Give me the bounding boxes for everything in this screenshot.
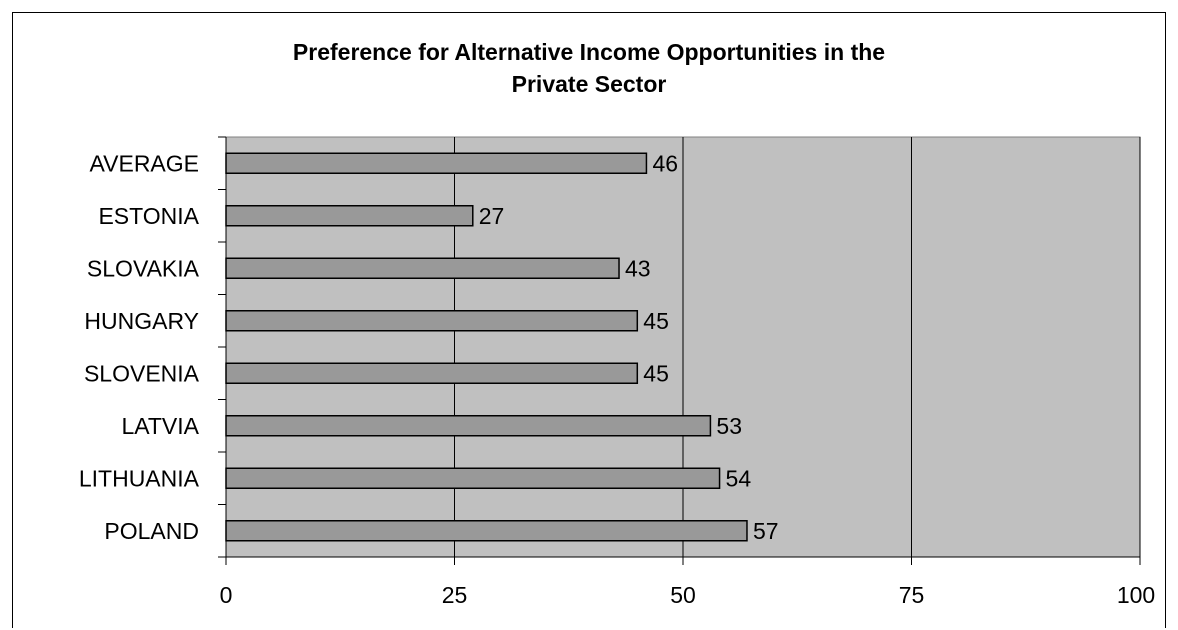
bar-latvia: [225, 415, 712, 437]
value-label-hungary: 45: [643, 308, 669, 334]
category-label-average: AVERAGE: [90, 150, 200, 176]
category-labels: AVERAGE ESTONIA SLOVAKIA HUNGARY SLOVENIA LAT…: [79, 150, 200, 544]
value-label-average: 46: [652, 150, 678, 176]
value-label-poland: 57: [753, 518, 779, 544]
value-label-slovakia: 43: [625, 255, 651, 281]
bars: [225, 152, 748, 542]
x-tick-label-75: 75: [899, 582, 925, 608]
bar-lithuania: [225, 467, 721, 489]
category-label-hungary: HUNGARY: [84, 308, 199, 334]
x-tick-label-25: 25: [442, 582, 468, 608]
category-label-poland: POLAND: [104, 518, 199, 544]
category-label-slovakia: SLOVAKIA: [87, 255, 200, 281]
value-label-lithuania: 54: [726, 465, 752, 491]
value-labels: 46 27 43 45 45 53 54 57: [479, 150, 779, 544]
chart-title-line-1: Preference for Alternative Income Opport…: [292, 39, 886, 65]
bar-estonia: [225, 205, 474, 227]
value-label-latvia: 53: [716, 413, 742, 439]
x-tick-label-0: 0: [220, 582, 233, 608]
chart-title-line-2: Private Sector: [511, 71, 667, 97]
chart-title: Preference for Alternative Income Opport…: [0, 36, 1178, 100]
bar-slovakia: [225, 257, 620, 279]
value-label-estonia: 27: [479, 203, 505, 229]
category-label-slovenia: SLOVENIA: [84, 360, 200, 386]
value-label-slovenia: 45: [643, 360, 669, 386]
bar-average: [225, 152, 648, 174]
x-tick-labels: 0 25 50 75 100: [220, 582, 1156, 608]
bar-slovenia: [225, 362, 639, 384]
category-label-estonia: ESTONIA: [98, 203, 199, 229]
bar-poland: [225, 520, 748, 542]
category-label-latvia: LATVIA: [121, 413, 199, 439]
bar-hungary: [225, 310, 639, 332]
x-tick-label-50: 50: [670, 582, 696, 608]
x-tick-label-100: 100: [1117, 582, 1155, 608]
category-label-lithuania: LITHUANIA: [79, 465, 200, 491]
